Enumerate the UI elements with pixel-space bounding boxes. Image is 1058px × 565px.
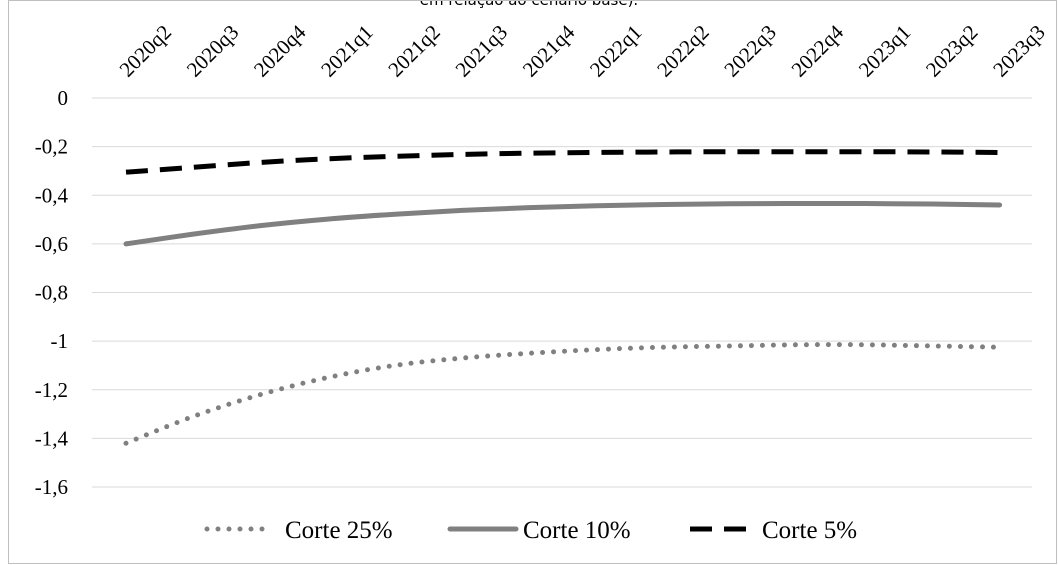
x-tick-label: 2020q2 [115,20,177,82]
x-tick-label: 2022q3 [719,20,781,82]
x-tick-label: 2021q1 [316,20,378,82]
legend-label-0: Corte 25% [285,517,393,544]
x-tick-label: 2022q4 [787,20,849,82]
series-line-1 [123,200,1003,247]
y-tick-label: 0 [58,86,69,110]
gridlines [92,97,1032,488]
legend-label-2: Corte 5% [762,517,857,544]
y-tick-label: -0,4 [35,183,69,207]
x-tick-label: 2021q4 [518,20,580,82]
y-tick-label: -0,6 [35,232,68,256]
x-tick-label: 2023q2 [921,20,983,82]
x-tick-label: 2022q1 [585,20,647,82]
x-tick-label: 2020q4 [249,20,311,82]
series-line-2 [125,149,1000,175]
y-tick-label: -1,2 [35,378,68,402]
x-tick-label: 2021q2 [383,20,445,82]
legend-label-1: Corte 10% [523,517,631,544]
x-tick-label: 2020q3 [182,20,244,82]
y-tick-label: -1,4 [35,426,69,450]
y-tick-label: -1,6 [35,475,68,499]
series-line-0 [123,342,1003,446]
x-tick-label: 2022q2 [652,20,714,82]
y-tick-label: -0,8 [35,281,68,305]
x-tick-label: 2023q3 [988,20,1050,82]
chart-border [8,0,1057,564]
x-tick-label: 2021q3 [451,20,513,82]
y-tick-label: -1 [51,329,69,353]
chart-caption: em relação ao cenário base). [419,0,639,9]
y-tick-label: -0,2 [35,135,68,159]
x-tick-label: 2023q1 [854,20,916,82]
